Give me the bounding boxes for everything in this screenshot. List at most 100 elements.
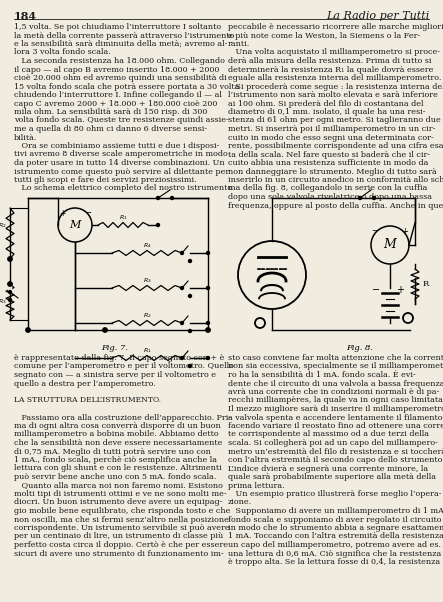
Text: cuito abbia una resistenza sufficiente in modo da: cuito abbia una resistenza sufficiente i… [228, 159, 428, 167]
Text: 15 volta fondo scala che potrà essere portata a 30 volta: 15 volta fondo scala che potrà essere po… [14, 82, 239, 90]
Text: bilità.: bilità. [14, 134, 37, 141]
Circle shape [26, 328, 30, 332]
Text: e più note come la Weston, la Siemens o la Fer-: e più note come la Weston, la Siemens o … [228, 31, 420, 40]
Text: molti tipi di istrumenti ottimi e ve ne sono molti me-: molti tipi di istrumenti ottimi e ve ne … [14, 490, 227, 498]
Text: inserirlo in un circuito anodico in conformità allo sche-: inserirlo in un circuito anodico in conf… [228, 176, 443, 184]
Text: non oscilli, ma che si fermi senz’altro nella posizione: non oscilli, ma che si fermi senz’altro … [14, 515, 229, 524]
Text: facendo variare il reostato fino ad ottenere una corren-: facendo variare il reostato fino ad otte… [228, 422, 443, 430]
Text: il capo — al capo B avremo inserito 18.000 + 2000: il capo — al capo B avremo inserito 18.0… [14, 66, 219, 73]
Text: istrumento come questo può servire al dilettante per: istrumento come questo può servire al di… [14, 167, 229, 176]
Circle shape [189, 329, 191, 332]
Text: 1,5 volta. Se poi chiudiamo l’interruttore I soltanto: 1,5 volta. Se poi chiudiamo l’interrutto… [14, 23, 221, 31]
Text: la metà della corrente passerà attraverso l’istrumento: la metà della corrente passerà attravers… [14, 31, 234, 40]
Text: peccabile è necessario ricorrere alle marche migliori: peccabile è necessario ricorrere alle ma… [228, 23, 443, 31]
Text: $R_3$: $R_3$ [0, 297, 6, 306]
Text: $R_1$: $R_1$ [143, 347, 152, 355]
Text: dente che il circuito di una valvola a bassa frequenza: dente che il circuito di una valvola a b… [228, 379, 443, 388]
Text: L’indice dvierà e segnerà una corrente minore, la: L’indice dvierà e segnerà una corrente m… [228, 465, 428, 473]
Text: di 0,75 mA. Meglio di tutti potrà servire uno con: di 0,75 mA. Meglio di tutti potrà servir… [14, 447, 211, 456]
Text: eguale alla resistenza interna del milliamperometro.: eguale alla resistenza interna del milli… [228, 74, 441, 82]
Text: tutti gli scopi e fare dei servizi preziosissimi.: tutti gli scopi e fare dei servizi prezi… [14, 176, 197, 184]
Circle shape [189, 294, 191, 297]
Text: ma di ogni altra cosa converrà disporre di un buon: ma di ogni altra cosa converrà disporre … [14, 422, 221, 430]
Circle shape [103, 328, 107, 332]
Text: metro un’estremità del filo di resistenza e si toccherà: metro un’estremità del filo di resistenz… [228, 447, 443, 456]
Text: quale sarà probabilmente superiore alla metà della: quale sarà probabilmente superiore alla … [228, 473, 436, 481]
Text: a valvola spenta e accendere lentamente il filamento: a valvola spenta e accendere lentamente … [228, 414, 443, 421]
Text: per un centinaio di lire, un istrumento di classe più: per un centinaio di lire, un istrumento … [14, 533, 223, 541]
Text: 1 mA., fondo scala, perchè ciò semplifica anche la: 1 mA., fondo scala, perchè ciò semplific… [14, 456, 217, 464]
Text: quello a destra per l’amperometro.: quello a destra per l’amperometro. [14, 379, 156, 388]
Text: Fig. 7.: Fig. 7. [101, 344, 128, 352]
Text: non danneggiare lo strumento. Meglio di tutto sarà: non danneggiare lo strumento. Meglio di … [228, 167, 437, 176]
Text: mila ohm. La sensibilità sarà di 150 risp. di 300: mila ohm. La sensibilità sarà di 150 ris… [14, 108, 207, 116]
Text: perfetto costa circa il doppio. Certò è che per essere: perfetto costa circa il doppio. Certò è … [14, 541, 228, 549]
Text: un capo del milliamperometro, potremo avere ad es.: un capo del milliamperometro, potremo av… [228, 541, 441, 549]
Text: chiudendo l’interruttore I. Infine collegando il — al: chiudendo l’interruttore I. Infine colle… [14, 91, 222, 99]
Circle shape [8, 299, 12, 302]
Text: La Radio per Tutti: La Radio per Tutti [326, 11, 429, 21]
Text: Fig. 8.: Fig. 8. [346, 344, 373, 352]
Text: segnato con — a sinistra serve per il voltometro e: segnato con — a sinistra serve per il vo… [14, 371, 216, 379]
Text: dopo una sola valvola rivelatrice o dopo una bassa: dopo una sola valvola rivelatrice o dopo… [228, 193, 432, 201]
Text: −: − [372, 285, 380, 295]
Circle shape [358, 196, 361, 199]
Text: avrà una corrente che in condizioni normali è di pa-: avrà una corrente che in condizioni norm… [228, 388, 439, 396]
Text: Un esempio pratico illustrerà forse meglio l’opera-: Un esempio pratico illustrerà forse megl… [228, 490, 442, 498]
Text: stenza di 61 ohm per ogni metro. Si taglieranno due: stenza di 61 ohm per ogni metro. Si tagl… [228, 117, 441, 125]
Text: LA STRUTTURA DELL’ISTRUMENTO.: LA STRUTTURA DELL’ISTRUMENTO. [14, 397, 161, 405]
Circle shape [156, 196, 159, 199]
Text: corrispondente. Un istrumento servibile si può avere: corrispondente. Un istrumento servibile … [14, 524, 229, 532]
Text: ta della scala. Nel fare questo si baderà che il cir-: ta della scala. Nel fare questo si bader… [228, 150, 430, 158]
Text: che la sensibilità non deve essere necessariamente: che la sensibilità non deve essere neces… [14, 439, 222, 447]
Circle shape [180, 321, 183, 324]
Text: da poter usare in tutto 14 diverse combinazioni. Un: da poter usare in tutto 14 diverse combi… [14, 159, 225, 167]
Circle shape [206, 252, 210, 255]
Text: M: M [69, 220, 81, 230]
Text: Ora se combiniamo assieme tutti e due i disposi-: Ora se combiniamo assieme tutti e due i … [14, 142, 219, 150]
Text: Una volta acquistato il milliamperometro si proce-: Una volta acquistato il milliamperometro… [228, 49, 440, 57]
Text: Supponiamo di avere un milliamperometro di 1 mA.: Supponiamo di avere un milliamperometro … [228, 507, 443, 515]
Text: fondo scala e supponiamo di aver regolato il circuito: fondo scala e supponiamo di aver regolat… [228, 515, 442, 524]
Text: sicuri di avere uno strumento di funzionamento im-: sicuri di avere uno strumento di funzion… [14, 550, 224, 557]
Text: prima lettura.: prima lettura. [228, 482, 284, 489]
Text: ma della fig. 8, collegandolo in serie con la cuffia: ma della fig. 8, collegandolo in serie c… [228, 184, 427, 193]
Text: +: + [401, 226, 408, 235]
Text: $R_1$: $R_1$ [119, 214, 127, 223]
Circle shape [180, 287, 183, 290]
Text: gio mobile bene equilibrato, che risponda tosto e che: gio mobile bene equilibrato, che rispond… [14, 507, 230, 515]
Text: cioè 20.000 ohm ed avremo quindi una sensibilità di: cioè 20.000 ohm ed avremo quindi una sen… [14, 74, 227, 82]
Text: capo C avremo 2000 + 18.000 + 180.000 cioè 200: capo C avremo 2000 + 18.000 + 180.000 ci… [14, 99, 218, 108]
Circle shape [189, 259, 191, 262]
Circle shape [180, 356, 183, 359]
Circle shape [206, 356, 210, 359]
Text: R: R [423, 280, 429, 288]
Text: scala. Si collegherà poi ad un capo del milliampero-: scala. Si collegherà poi ad un capo del … [228, 439, 438, 447]
Text: Si procederà come segue : la resistenza interna del-: Si procederà come segue : la resistenza … [228, 82, 443, 90]
Text: Passiamo ora alla costruzione dell’apparecchio. Pri-: Passiamo ora alla costruzione dell’appar… [14, 414, 231, 421]
Text: può servir bene anche uno con 5 mA. fondo scala.: può servir bene anche uno con 5 mA. fond… [14, 473, 216, 481]
Text: cuito in modo che esso segni una determinata cor-: cuito in modo che esso segni una determi… [228, 134, 434, 141]
Circle shape [206, 287, 210, 290]
Text: e la sensibilità sarà diminuita della metà; avremo al-: e la sensibilità sarà diminuita della me… [14, 40, 227, 48]
Text: diametro di 0,1 mm. isolato, il quale ha una resi-: diametro di 0,1 mm. isolato, il quale ha… [228, 108, 425, 116]
Circle shape [189, 364, 191, 367]
Text: determinerà la resistenza R₁ la quale dovrà essere: determinerà la resistenza R₁ la quale do… [228, 66, 433, 73]
Text: è troppo alta. Se la lettura fosse di 0,4, la resistenza: è troppo alta. Se la lettura fosse di 0,… [228, 558, 440, 566]
Text: ranti.: ranti. [228, 40, 250, 48]
Text: M: M [384, 238, 396, 252]
Text: sto caso conviene far molta attenzione che la corrente: sto caso conviene far molta attenzione c… [228, 354, 443, 362]
Circle shape [206, 328, 210, 332]
Circle shape [206, 321, 210, 324]
Text: −: − [85, 208, 92, 217]
Text: +: + [59, 208, 65, 217]
Text: lora 3 volta fondo scala.: lora 3 volta fondo scala. [14, 49, 111, 57]
Text: $R_2$: $R_2$ [0, 222, 6, 231]
Text: comune per l’amperometro e per il voltometro. Quello: comune per l’amperometro e per il voltom… [14, 362, 234, 370]
Text: 1 mA. Toccando con l’altra estremità della resistenza: 1 mA. Toccando con l’altra estremità del… [228, 533, 443, 541]
Text: una lettura di 0,6 mA. Ciò significa che la resistenza: una lettura di 0,6 mA. Ciò significa che… [228, 550, 441, 557]
Text: Quanto alla marca noi non faremo nomi. Esistono: Quanto alla marca noi non faremo nomi. E… [14, 482, 223, 489]
Text: metri. Si inserirà poi il milliamperometro in un cir-: metri. Si inserirà poi il milliamperomet… [228, 125, 435, 133]
Text: l’istrumento non sarà molto elevata e sarà inferiore: l’istrumento non sarà molto elevata e sa… [228, 91, 438, 99]
Text: con l’altra estremità il secondo capo dello strumento.: con l’altra estremità il secondo capo de… [228, 456, 443, 464]
